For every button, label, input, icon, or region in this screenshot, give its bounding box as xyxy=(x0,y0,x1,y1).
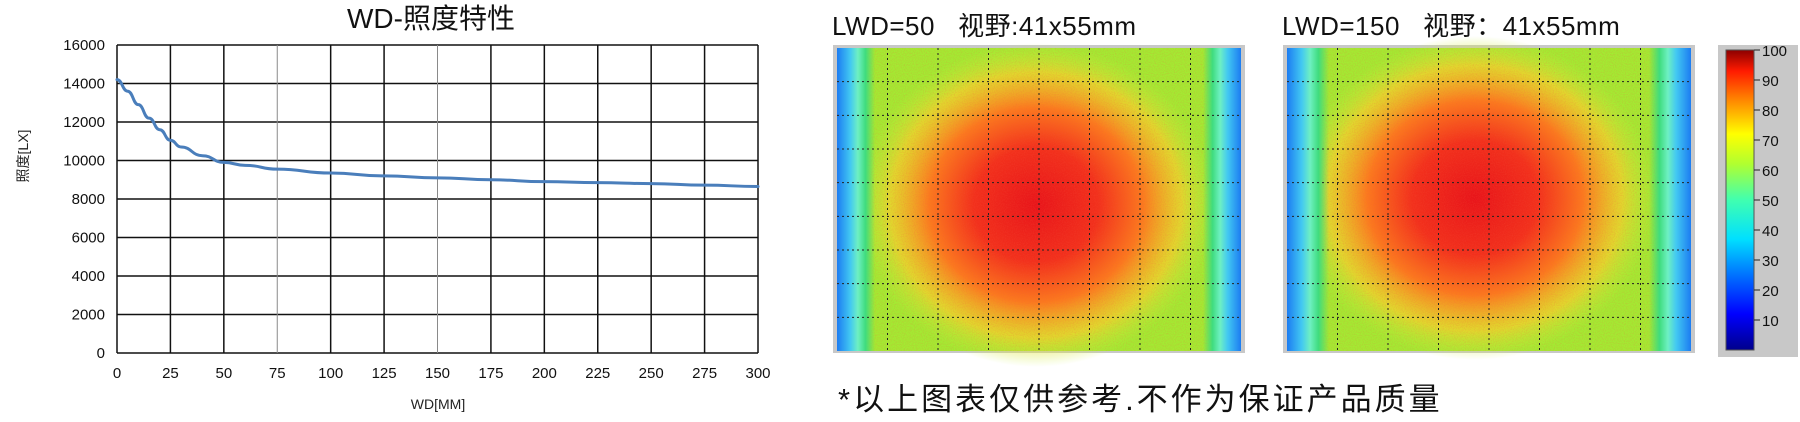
x-tick-label: 225 xyxy=(585,365,610,382)
y-tick-label: 10000 xyxy=(63,153,105,170)
x-tick-label: 100 xyxy=(318,365,343,382)
y-tick-label: 16000 xyxy=(63,37,105,54)
y-tick-label: 4000 xyxy=(72,268,105,285)
x-tick-label: 150 xyxy=(425,365,450,382)
x-tick-label: 75 xyxy=(269,365,286,382)
colorbar: 10 20 30 40 50 60 70 80 90 100 xyxy=(1718,43,1798,357)
x-tick-label: 25 xyxy=(162,365,179,382)
y-tick-label: 6000 xyxy=(72,230,105,247)
x-tick-label: 0 xyxy=(113,365,121,382)
x-axis-label: WD[MM] xyxy=(411,396,465,412)
colorbar-tick-label: 30 xyxy=(1762,253,1779,270)
y-axis-ticks: 0 2000 4000 6000 8000 10000 12000 14000 16000 xyxy=(63,37,105,362)
x-tick-label: 250 xyxy=(639,365,664,382)
colorbar-tick-label: 90 xyxy=(1762,73,1779,90)
line-chart: WD-照度特性 02000400060008000100001200014000… xyxy=(15,3,771,412)
x-tick-label: 300 xyxy=(745,365,770,382)
x-tick-label: 50 xyxy=(215,365,232,382)
heatmap-panels: 10 20 30 40 50 60 70 80 90 100 xyxy=(833,36,1798,367)
heatmap-lwd50 xyxy=(833,43,1245,367)
heatmap-title-lwd150: LWD=150 视野：41x55mm xyxy=(1282,11,1621,41)
y-tick-label: 2000 xyxy=(72,307,105,324)
y-tick-label: 8000 xyxy=(72,191,105,208)
x-tick-label: 125 xyxy=(372,365,397,382)
colorbar-tick-label: 80 xyxy=(1762,103,1779,120)
colorbar-tick-label: 70 xyxy=(1762,133,1779,150)
x-axis-ticks: 0 25 50 75 100 125 150 175 200 225 250 275 300 xyxy=(113,365,771,382)
y-tick-label: 14000 xyxy=(63,76,105,93)
plot-area xyxy=(115,78,760,188)
x-tick-label: 175 xyxy=(478,365,503,382)
grid xyxy=(116,44,759,354)
colorbar-tick-label: 100 xyxy=(1762,43,1787,60)
y-tick-label: 0 xyxy=(97,345,105,362)
series-line xyxy=(115,78,760,188)
colorbar-tick-label: 50 xyxy=(1762,193,1779,210)
heatmap-title-lwd50: LWD=50 视野:41x55mm xyxy=(832,11,1137,41)
y-axis-label: 照度[LX] xyxy=(15,130,31,183)
chart-title: WD-照度特性 xyxy=(347,3,515,34)
colorbar-tick-label: 20 xyxy=(1762,283,1779,300)
disclaimer-text: *以上图表仅供参考.不作为保证产品质量 xyxy=(838,382,1443,417)
y-tick-label: 12000 xyxy=(63,114,105,131)
heatmap-lwd150 xyxy=(1283,36,1695,360)
colorbar-tick-label: 10 xyxy=(1762,313,1779,330)
x-tick-label: 200 xyxy=(532,365,557,382)
colorbar-tick-label: 60 xyxy=(1762,163,1779,180)
colorbar-tick-label: 40 xyxy=(1762,223,1779,240)
x-tick-label: 275 xyxy=(692,365,717,382)
